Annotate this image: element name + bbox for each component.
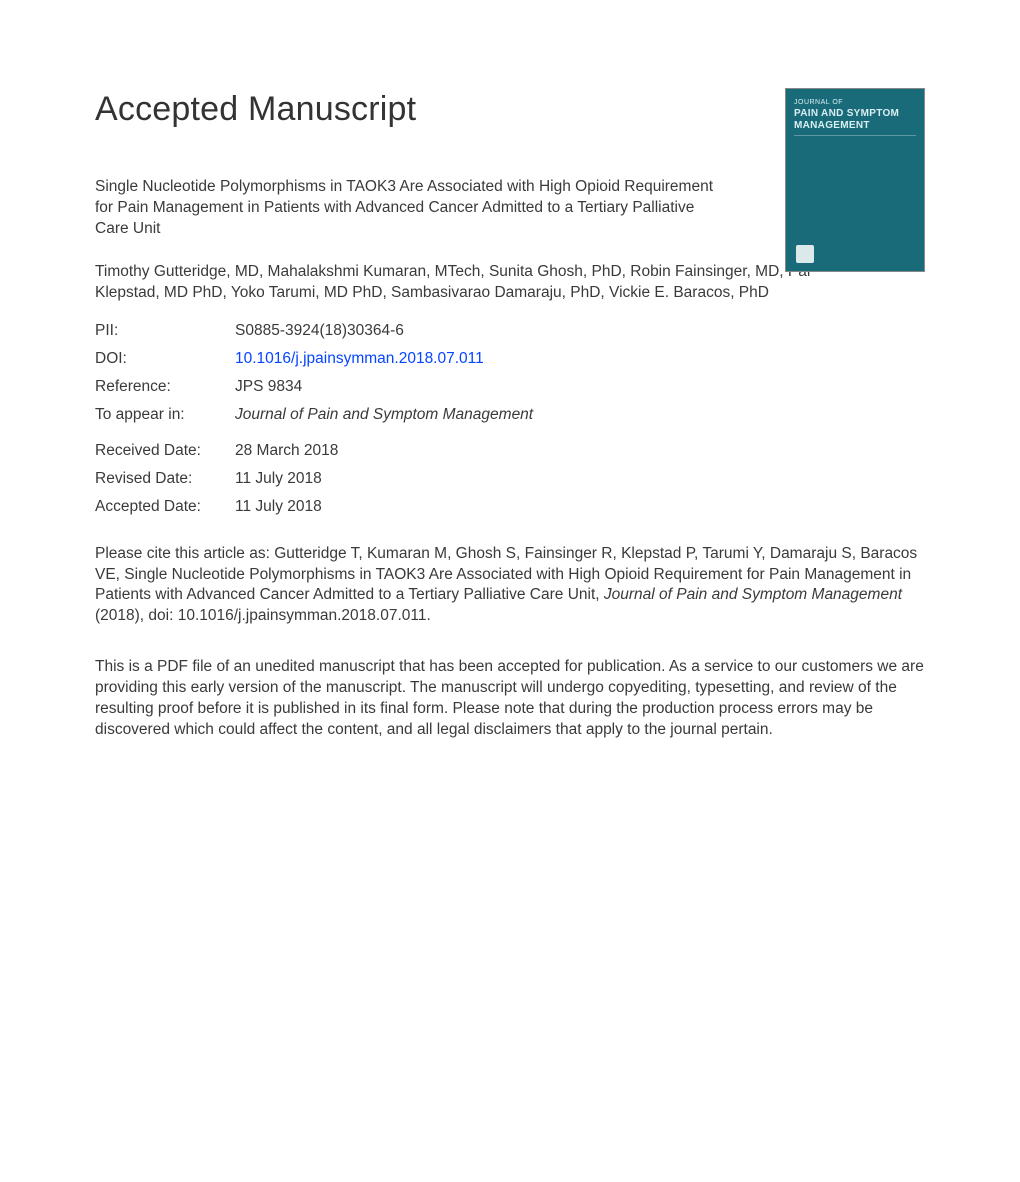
revised-date-label: Revised Date: — [95, 470, 235, 488]
cover-line1: JOURNAL OF — [794, 99, 916, 106]
doi-label: DOI: — [95, 350, 235, 368]
author-list: Timothy Gutteridge, MD, Mahalakshmi Kuma… — [95, 262, 815, 304]
citation-suffix: (2018), doi: 10.1016/j.jpainsymman.2018.… — [95, 607, 431, 624]
received-date-label: Received Date: — [95, 442, 235, 460]
to-appear-label: To appear in: — [95, 406, 235, 424]
revised-date-value: 11 July 2018 — [235, 470, 322, 488]
article-title: Single Nucleotide Polymorphisms in TAOK3… — [95, 177, 715, 240]
reference-value: JPS 9834 — [235, 378, 302, 396]
citation-text: Please cite this article as: Gutteridge … — [95, 544, 925, 628]
received-date-value: 28 March 2018 — [235, 442, 338, 460]
cover-line3: MANAGEMENT — [794, 120, 870, 131]
pii-value: S0885-3924(18)30364-6 — [235, 322, 404, 340]
doi-link[interactable]: 10.1016/j.jpainsymman.2018.07.011 — [235, 350, 484, 367]
cover-badge-icon — [796, 245, 814, 263]
disclaimer-text: This is a PDF file of an unedited manusc… — [95, 657, 925, 741]
cover-line2: PAIN AND SYMPTOM — [794, 108, 899, 119]
accepted-date-label: Accepted Date: — [95, 498, 235, 516]
citation-journal: Journal of Pain and Symptom Management — [604, 586, 902, 603]
accepted-date-value: 11 July 2018 — [235, 498, 322, 516]
pii-label: PII: — [95, 322, 235, 340]
reference-label: Reference: — [95, 378, 235, 396]
journal-cover-thumbnail: JOURNAL OF PAIN AND SYMPTOM MANAGEMENT — [785, 88, 925, 272]
to-appear-journal: Journal of Pain and Symptom Management — [235, 406, 533, 424]
